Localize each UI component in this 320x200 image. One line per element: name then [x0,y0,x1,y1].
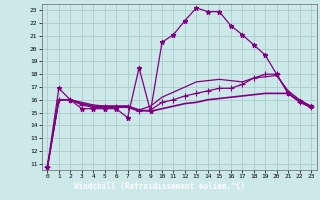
Text: Windchill (Refroidissement éolien,°C): Windchill (Refroidissement éolien,°C) [75,182,245,192]
